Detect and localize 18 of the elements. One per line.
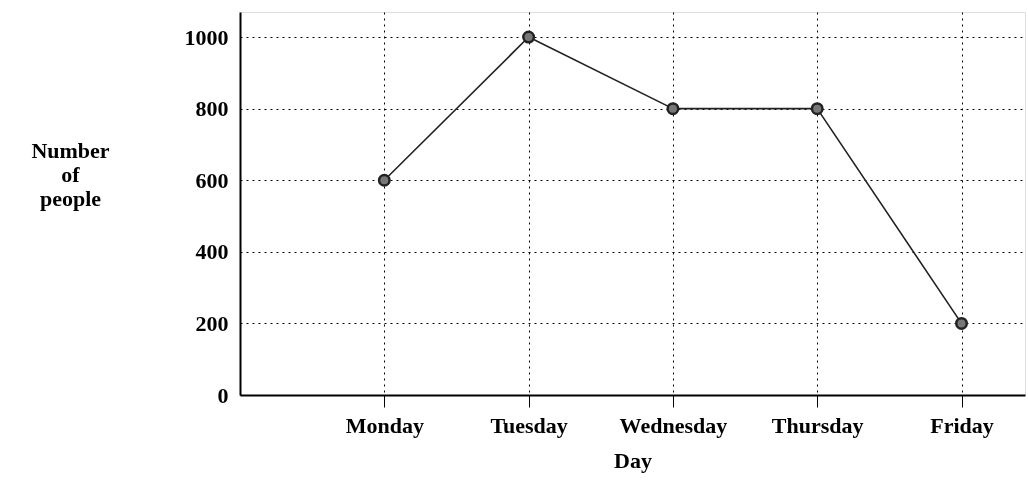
point — [810, 102, 824, 116]
point — [377, 173, 391, 187]
y-tick-label: 0 — [217, 382, 229, 408]
x-tick-label: Monday — [345, 412, 424, 438]
x-tick-label: Wednesday — [619, 412, 728, 438]
point — [666, 102, 680, 116]
y-tick-label: 200 — [195, 310, 229, 336]
y-tick-label: 400 — [195, 239, 229, 265]
point — [955, 316, 968, 330]
x-tick-label: Friday — [930, 412, 994, 438]
y-tick-label: 1000 — [184, 24, 229, 50]
y-tick-label: 600 — [195, 167, 229, 193]
x-axis-title: Day — [614, 447, 652, 473]
x-tick-label: Thursday — [771, 412, 864, 438]
x-tick-label: Tuesday — [490, 412, 568, 438]
point — [522, 30, 536, 44]
y-tick-label: 800 — [195, 96, 229, 122]
y-axis-title: Number of people — [31, 137, 110, 211]
